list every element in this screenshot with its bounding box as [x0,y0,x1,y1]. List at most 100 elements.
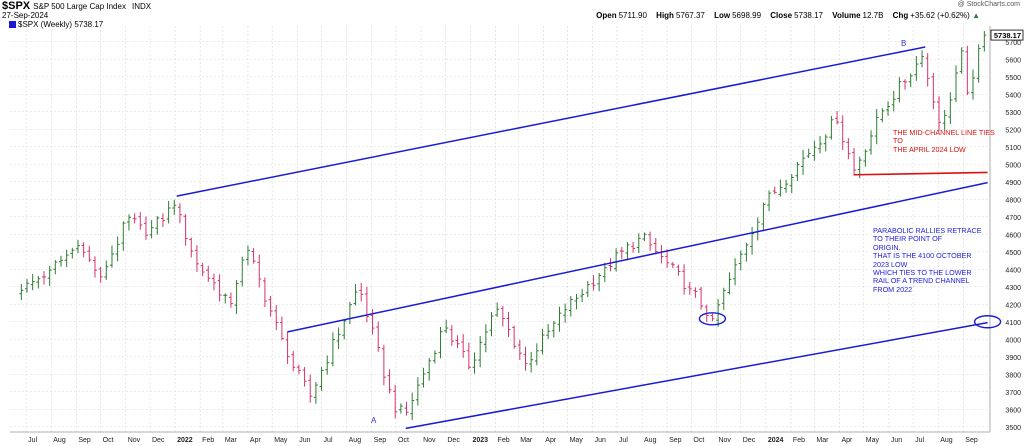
ohlc-bar [404,401,409,416]
x-tick-label: Sep [78,437,91,444]
ohlc-bar [750,227,755,255]
ohlc-bar [574,294,579,310]
volume-label: Volume [832,11,861,20]
x-tick-label: Jun [891,437,902,444]
ohlc-bar [557,306,562,332]
ohlc-bar [648,231,653,251]
ohlc-bar [359,282,364,302]
ohlc-bar [478,335,483,368]
ohlc-bar [64,249,69,268]
ohlc-bar [211,273,216,291]
y-tick-label: 5300 [1005,110,1021,117]
x-tick-label: Dec [447,437,460,444]
ohlc-bar [455,335,460,349]
ticker-symbol: $SPX [2,0,31,12]
ohlc-bar [98,267,103,283]
ohlc-bar [330,332,335,367]
x-tick-label: Nov [718,437,731,444]
annotation-line: FROM 2022 [873,284,913,294]
ohlc-bar [393,384,398,419]
ohlc-bar [291,351,296,372]
ohlc-bar [529,351,534,373]
ohlc-bar [36,275,41,289]
ohlc-bar [738,250,743,271]
x-tick-label: 2022 [177,437,193,444]
annotation-parabolic: PARABOLIC RALLIES RETRACE TO THEIR POINT… [873,226,993,294]
ohlc-bar [727,272,732,295]
ohlc-bar [47,265,52,287]
y-tick-label: 4700 [1005,215,1021,222]
ohlc-bar [874,109,879,145]
y-tick-label: 4500 [1005,250,1021,257]
annotation-line: PARABOLIC RALLIES RETRACE [873,226,982,235]
ohlc-bar [710,313,715,322]
ohlc-bar [563,303,568,323]
x-tick-label: Aug [53,437,66,444]
ohlc-bar [353,284,358,306]
ohlc-bar [217,274,222,302]
ohlc-bar [444,319,449,334]
x-tick-label: Nov [128,437,141,444]
ohlc-bar [500,305,505,327]
ohlc-bar [925,53,930,87]
ohlc-bar [580,288,585,302]
x-tick-label: Jul [324,437,333,444]
ohlc-bar [398,403,403,414]
ohlc-bar [863,149,868,167]
y-tick-label: 5600 [1005,57,1021,64]
ohlc-bar [920,50,925,68]
ohlc-bar [823,134,828,152]
y-tick-label: 3700 [1005,390,1021,397]
ohlc-bar [903,79,908,90]
point-b-label: B [901,39,907,48]
ticker-name: S&P 500 Large Cap Index [33,2,126,11]
ohlc-bars [19,31,987,421]
ohlc-bar [75,239,80,254]
ohlc-bar [24,279,29,293]
y-tick-label: 4600 [1005,232,1021,239]
marker-october-2023-low [698,312,727,326]
ohlc-bar [512,325,517,349]
ohlc-bar [438,326,443,359]
last-price-box [990,29,1024,41]
x-tick-label: Jul [915,437,924,444]
y-tick-label: 5500 [1005,75,1021,82]
ohlc-bar [778,179,783,197]
ohlc-bar [954,65,959,103]
x-tick-label: Mar [816,437,829,444]
ohlc-bar [347,301,352,325]
watermark: @ StockCharts.com [957,1,1020,8]
ohlc-bar [772,186,777,195]
legend-symbol: $SPX (Weekly) [18,20,73,29]
ohlc-bar [625,242,630,261]
ohlc-bar [789,173,794,194]
trendline-upper [176,46,926,197]
ohlc-bar [449,325,454,346]
ohlc-bar [81,242,86,258]
ohlc-bar [942,109,947,131]
ohlc-bar [761,202,766,232]
y-tick-label: 3800 [1005,372,1021,379]
high-label: High [656,11,674,20]
chg-value: +35.62 (+0.62%) [910,11,970,20]
ohlc-bar [206,265,211,282]
ohlc-bar [387,369,392,394]
x-tick-label: Apr [545,437,557,444]
ohlc-bar [948,92,953,125]
chg-up-arrow-icon: ▲ [972,11,980,20]
y-tick-label: 5400 [1005,92,1021,99]
ohlc-bar [840,115,845,150]
ohlc-bar [744,242,749,262]
chg-label: Chg [892,11,909,20]
ohlc-bar [489,312,494,337]
trendline-middle [287,181,988,333]
ohlc-bar [676,264,681,276]
ohlc-bar [568,296,573,317]
ohlc-bar [534,343,539,366]
ohlc-bar [87,245,92,262]
series-legend: $SPX (Weekly) 5738.17 [9,20,103,29]
ohlc-bar [274,305,279,331]
x-tick-label: Jun [595,437,606,444]
ohlc-bar [194,245,199,272]
close-label: Close [770,11,793,20]
